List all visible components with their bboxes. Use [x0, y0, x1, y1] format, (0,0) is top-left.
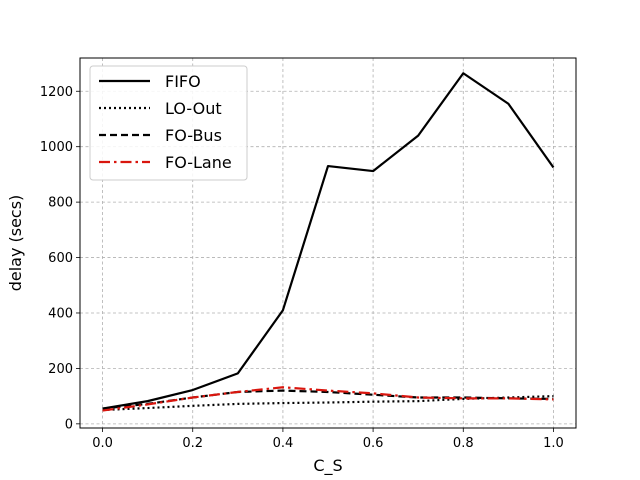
legend-label: FO-Bus	[165, 126, 222, 145]
x-tick-label: 1.0	[543, 436, 564, 451]
axis-ticks: 0.0 0.2 0.4 0.6 0.8 1.0 0 200 400 600 800 1000 1200	[40, 85, 564, 451]
legend-label: FIFO	[165, 72, 201, 91]
legend: FIFO LO-Out FO-Bus FO-Lane	[89, 65, 248, 181]
legend-label: FO-Lane	[165, 153, 232, 172]
y-axis-label: delay (secs)	[6, 195, 25, 292]
x-tick-label: 0.4	[273, 436, 294, 451]
series-line-fifo	[102, 72, 555, 410]
x-axis-label: C_S	[313, 456, 342, 476]
y-tick-label: 0	[65, 417, 73, 432]
legend-label: LO-Out	[165, 99, 222, 118]
y-tick-label: 1200	[40, 85, 73, 100]
y-tick-label: 1000	[40, 140, 73, 155]
series-line-lo-out	[102, 395, 554, 412]
x-tick-label: 0.0	[92, 436, 113, 451]
y-tick-label: 400	[48, 306, 73, 321]
legend-box	[89, 65, 248, 181]
x-tick-label: 0.8	[453, 436, 474, 451]
plot-frame	[79, 57, 577, 429]
x-tick-label: 0.6	[363, 436, 384, 451]
y-tick-label: 600	[48, 251, 73, 266]
series-line-fo-lane	[102, 386, 554, 412]
series-layer	[102, 72, 555, 412]
y-tick-label: 200	[48, 362, 73, 377]
x-tick-label: 0.2	[182, 436, 203, 451]
series-line-fo-bus	[102, 389, 554, 410]
y-tick-label: 800	[48, 196, 73, 211]
